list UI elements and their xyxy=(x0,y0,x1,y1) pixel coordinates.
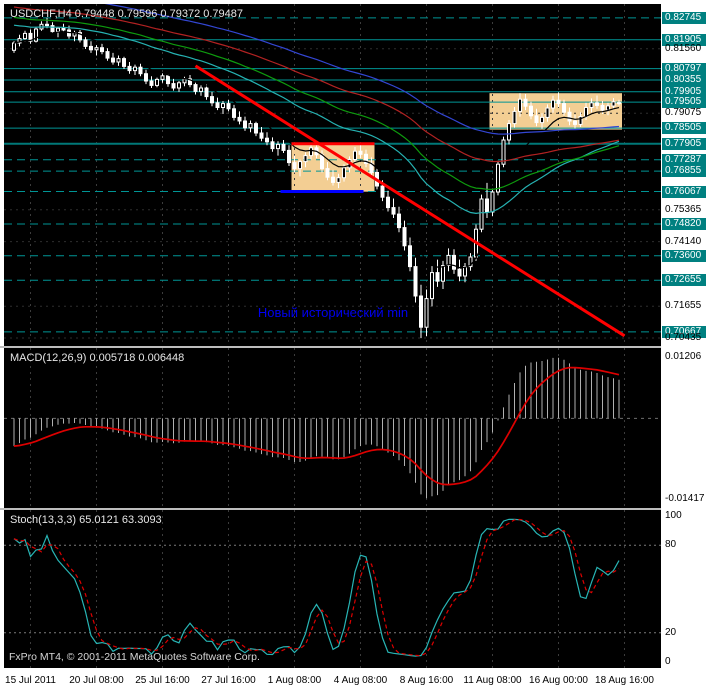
price-level-label: 0.78505 xyxy=(662,122,706,135)
time-label: 8 Aug 16:00 xyxy=(399,675,454,686)
price-level-label: 0.80797 xyxy=(662,62,706,75)
annotation-historic-min: Новый исторический min xyxy=(257,305,409,321)
horizontal-segments xyxy=(280,142,375,193)
main-chart-panel[interactable]: USDCHF,H4 0.79448 0.79596 0.79372 0.7948… xyxy=(4,4,661,346)
price-grid-label: 0.79075 xyxy=(665,107,702,119)
price-grid-label: 0.75365 xyxy=(665,203,702,215)
time-label: 25 Jul 16:00 xyxy=(135,675,190,686)
price-level-label: 0.77905 xyxy=(662,137,706,150)
price-level-label: 0.70667 xyxy=(662,325,706,338)
price-grid-label: 80 xyxy=(665,539,677,551)
price-grid-label: -0.01417 xyxy=(665,493,705,504)
time-label: 1 Aug 08:00 xyxy=(267,675,322,686)
copyright-text: FxPro MT4, © 2001-2011 MetaQuotes Softwa… xyxy=(9,651,260,663)
panel-separator[interactable] xyxy=(0,346,709,348)
stoch-title: Stoch(13,3,3) 65.0121 63.3093 xyxy=(10,514,162,526)
price-level-label: 0.81905 xyxy=(662,33,706,46)
time-label: 18 Aug 16:00 xyxy=(595,675,654,686)
time-label: 4 Aug 08:00 xyxy=(333,675,388,686)
stoch-canvas xyxy=(4,510,661,668)
main-chart-canvas xyxy=(4,4,661,346)
price-grid-label: 0 xyxy=(665,656,671,667)
price-grid-label: 0.81560 xyxy=(665,42,702,54)
downtrend-line xyxy=(194,64,626,338)
price-grid-label: 0.70435 xyxy=(665,332,702,343)
price-level-label: 0.77287 xyxy=(662,153,706,166)
price-level-label: 0.79905 xyxy=(662,85,706,98)
time-label: 15 Jul 2011 xyxy=(5,675,56,686)
price-level-label: 0.76855 xyxy=(662,165,706,178)
price-scale[interactable]: 0.82745 0.81905 0.80797 0.80355 0.79905 0.795… xyxy=(661,0,709,698)
time-label: 20 Jul 08:00 xyxy=(69,675,124,686)
horizontal-grid xyxy=(4,48,661,339)
chart-title: USDCHF,H4 0.79448 0.79596 0.79372 0.7948… xyxy=(10,8,244,20)
macd-histogram xyxy=(13,357,620,499)
price-level-label: 0.73600 xyxy=(662,249,706,262)
stoch-signal-line xyxy=(13,518,620,657)
price-level-label: 0.72655 xyxy=(662,274,706,287)
moving-averages xyxy=(13,4,620,269)
price-level-label: 0.82745 xyxy=(662,11,706,24)
price-grid-label: 0.01206 xyxy=(665,351,702,362)
macd-panel[interactable]: MACD(12,26,9) 0.005718 0.006448 xyxy=(4,348,661,508)
price-level-label: 0.74820 xyxy=(662,218,706,230)
macd-title: MACD(12,26,9) 0.005718 0.006448 xyxy=(10,352,185,364)
time-label: 11 Aug 08:00 xyxy=(463,675,522,686)
price-grid-label: 0.71655 xyxy=(665,300,702,312)
candles xyxy=(12,17,621,339)
price-level-label: 0.76067 xyxy=(662,185,706,198)
time-label: 16 Aug 00:00 xyxy=(529,675,588,686)
panel-separator[interactable] xyxy=(0,508,709,510)
price-grid-label: 20 xyxy=(665,626,677,638)
macd-signal-line xyxy=(13,366,620,486)
stoch-panel[interactable]: Stoch(13,3,3) 65.0121 63.3093 xyxy=(4,510,661,668)
price-level-label: 0.79505 xyxy=(662,96,706,109)
price-grid-label: 0.74140 xyxy=(665,235,702,247)
macd-canvas xyxy=(4,348,661,508)
vertical-grid xyxy=(30,510,625,668)
time-axis[interactable]: 15 Jul 2011 20 Jul 08:00 25 Jul 16:00 27 Ju… xyxy=(0,668,709,698)
time-label: 27 Jul 16:00 xyxy=(201,675,256,686)
price-level-label: 0.80355 xyxy=(662,74,706,86)
stoch-main-line xyxy=(13,518,620,657)
price-grid-label: 100 xyxy=(665,510,682,521)
